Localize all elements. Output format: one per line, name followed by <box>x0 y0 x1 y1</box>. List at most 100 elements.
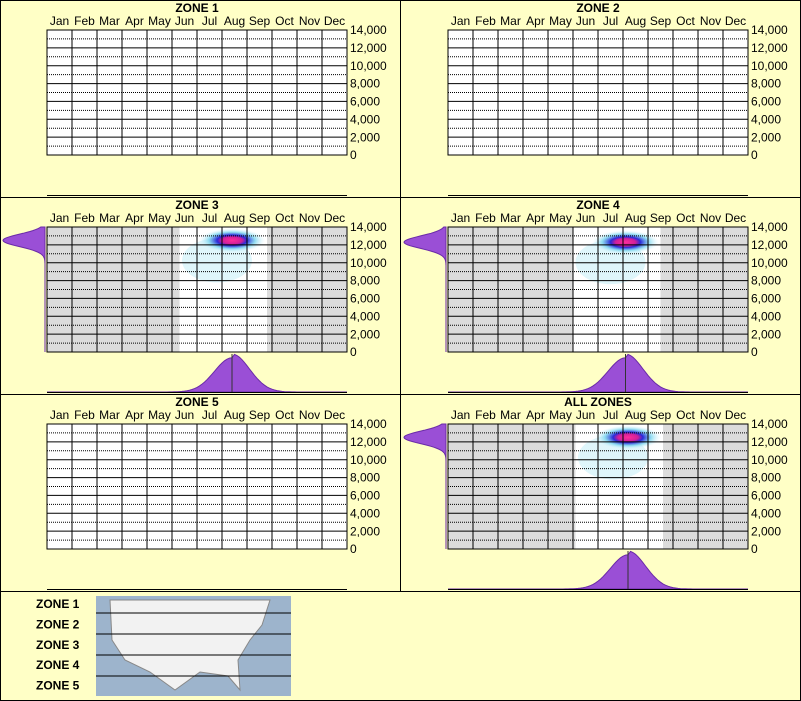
density-peak <box>198 228 266 253</box>
x-tick-label: Apr <box>125 211 144 225</box>
x-tick-label: Jun <box>576 14 595 28</box>
x-tick-label: May <box>549 211 572 225</box>
y-tick-label: 0 <box>350 345 357 359</box>
y-tick-label: 10,000 <box>751 256 788 270</box>
y-tick-label: 12,000 <box>751 238 788 252</box>
plot-frame <box>447 29 749 156</box>
x-tick-label: Jan <box>451 14 470 28</box>
y-tick-label: 2,000 <box>751 524 781 538</box>
y-tick-label: 4,000 <box>751 506 781 520</box>
y-tick-label: 2,000 <box>751 130 781 144</box>
x-tick-label: Jun <box>175 14 194 28</box>
x-tick-label: Aug <box>625 408 646 422</box>
shade <box>663 424 748 549</box>
x-tick-label: Mar <box>500 14 521 28</box>
x-tick-label: Dec <box>725 14 746 28</box>
y-tick-label: 12,000 <box>350 238 387 252</box>
x-tick-label: Apr <box>125 14 144 28</box>
y-tick-label: 12,000 <box>350 41 387 55</box>
x-tick-label: Dec <box>324 211 345 225</box>
y-tick-label: 0 <box>751 542 758 556</box>
x-tick-label: Oct <box>275 408 294 422</box>
x-tick-label: Nov <box>299 14 320 28</box>
x-tick-label: Jan <box>50 14 69 28</box>
x-tick-label: Jan <box>451 211 470 225</box>
elevation-profile <box>2 226 46 352</box>
x-tick-label: Dec <box>324 14 345 28</box>
x-tick-label: May <box>148 211 171 225</box>
x-tick-label: Jul <box>202 408 217 422</box>
x-tick-label: Nov <box>700 14 721 28</box>
x-tick-label: Jul <box>202 211 217 225</box>
y-tick-label: 4,000 <box>350 112 380 126</box>
y-tick-label: 10,000 <box>350 59 387 73</box>
panel: ZONE 1 0 2,000 4,000 6,000 8,000 10,000 12,000 1… <box>46 1 387 196</box>
x-tick-label: May <box>148 14 171 28</box>
y-tick-label: 12,000 <box>751 41 788 55</box>
x-tick-label: Feb <box>475 408 496 422</box>
y-tick-label: 0 <box>751 345 758 359</box>
y-tick-label: 12,000 <box>350 435 387 449</box>
x-tick-label: Oct <box>676 408 695 422</box>
zone-label: ZONE 2 <box>36 617 80 631</box>
y-tick-label: 12,000 <box>751 435 788 449</box>
y-tick-label: 8,000 <box>350 274 380 288</box>
y-tick-label: 0 <box>751 148 758 162</box>
plot-frame <box>46 423 348 550</box>
x-tick-label: Oct <box>275 211 294 225</box>
panel: ZONE 4 0 2,000 4,000 6,000 8,000 10,000 12,000 1… <box>403 198 788 393</box>
y-tick-label: 14,000 <box>350 23 387 37</box>
elevation-profile <box>403 423 447 549</box>
x-tick-label: May <box>549 14 572 28</box>
panel-title: ZONE 2 <box>576 1 620 15</box>
y-tick-label: 6,000 <box>350 292 380 306</box>
elevation-profile <box>403 226 447 352</box>
x-tick-label: Sep <box>249 211 271 225</box>
x-tick-label: Jan <box>50 211 69 225</box>
month-profile <box>448 353 748 393</box>
x-tick-label: Apr <box>125 408 144 422</box>
plot-frame <box>46 29 348 156</box>
x-tick-label: Oct <box>676 14 695 28</box>
x-tick-label: Jun <box>576 408 595 422</box>
x-tick-label: Apr <box>526 211 545 225</box>
x-tick-label: Jul <box>603 211 618 225</box>
x-tick-label: Jun <box>576 211 595 225</box>
x-tick-label: Aug <box>625 14 646 28</box>
x-tick-label: Feb <box>74 14 95 28</box>
x-tick-label: Mar <box>500 408 521 422</box>
y-tick-label: 2,000 <box>751 327 781 341</box>
y-tick-label: 2,000 <box>350 327 380 341</box>
y-tick-label: 6,000 <box>350 489 380 503</box>
x-tick-label: Feb <box>74 408 95 422</box>
x-tick-label: Aug <box>625 211 646 225</box>
x-tick-label: May <box>148 408 171 422</box>
x-tick-label: Jun <box>175 408 194 422</box>
x-tick-label: Apr <box>526 14 545 28</box>
x-tick-label: Jul <box>603 408 618 422</box>
panel-title: ZONE 4 <box>576 198 620 212</box>
x-tick-label: Jul <box>202 14 217 28</box>
y-tick-label: 14,000 <box>350 417 387 431</box>
plot-frame <box>447 226 749 353</box>
x-tick-label: May <box>549 408 572 422</box>
density-peak <box>594 425 662 450</box>
y-tick-label: 6,000 <box>751 95 781 109</box>
panel-title: ZONE 3 <box>175 198 219 212</box>
plot-frame <box>447 423 749 550</box>
x-tick-label: Dec <box>725 211 746 225</box>
map <box>96 596 291 696</box>
x-tick-label: Feb <box>475 211 496 225</box>
x-tick-label: Jun <box>175 211 194 225</box>
panel-title: ZONE 5 <box>175 395 219 409</box>
density-peak <box>592 230 659 255</box>
plot-frame <box>46 226 348 353</box>
y-tick-label: 14,000 <box>751 417 788 431</box>
y-tick-label: 0 <box>350 542 357 556</box>
x-tick-label: Sep <box>650 408 672 422</box>
x-tick-label: Jan <box>451 408 470 422</box>
y-tick-label: 10,000 <box>350 453 387 467</box>
y-tick-label: 4,000 <box>751 309 781 323</box>
x-tick-label: Mar <box>500 211 521 225</box>
